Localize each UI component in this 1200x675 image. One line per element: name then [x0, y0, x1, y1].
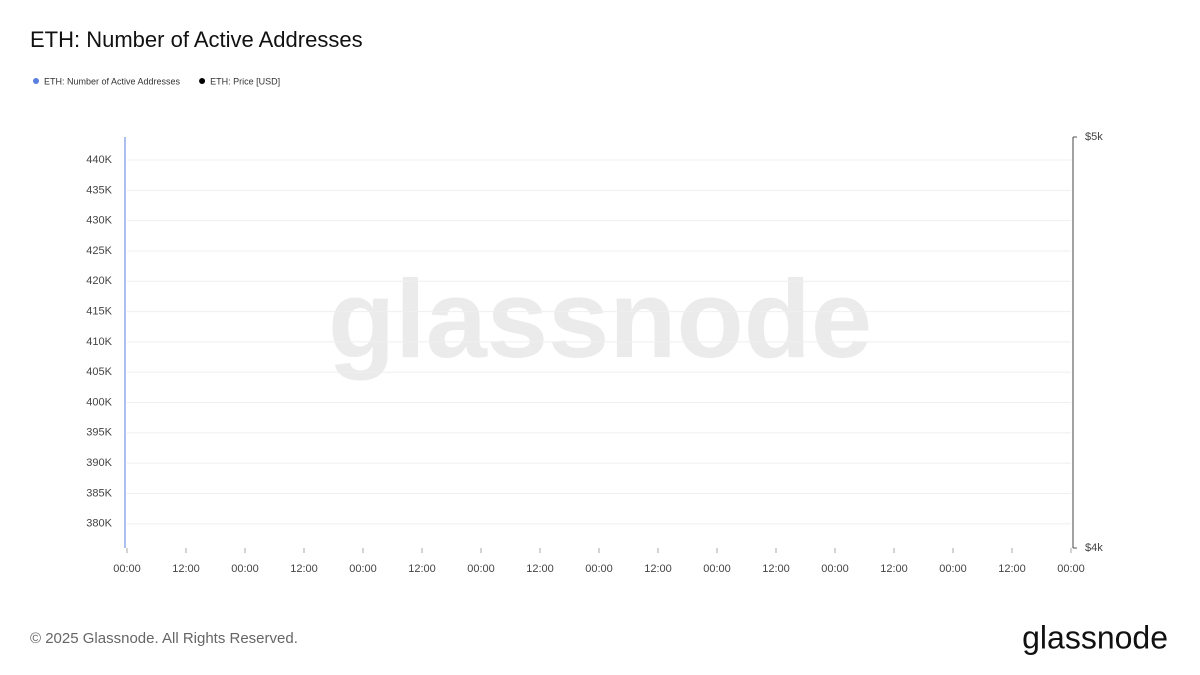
x-tick-label: 12:00 [290, 563, 318, 575]
x-tick-label: 12:00 [998, 563, 1026, 575]
y2-tick-label: $5k [1085, 131, 1103, 143]
x-tick-label: 12:00 [880, 563, 908, 575]
watermark: glassnode [328, 258, 872, 381]
x-tick-label: 00:00 [585, 563, 613, 575]
brand-logo: glassnode [1022, 619, 1168, 655]
y-tick-label: 390K [86, 457, 112, 469]
x-tick-label: 00:00 [467, 563, 495, 575]
y-tick-label: 420K [86, 275, 112, 287]
y2-tick-label: $4k [1085, 542, 1103, 554]
y-tick-label: 405K [86, 366, 112, 378]
y-tick-label: 425K [86, 245, 112, 257]
legend-swatch [199, 78, 206, 84]
x-tick-label: 00:00 [939, 563, 967, 575]
copyright: © 2025 Glassnode. All Rights Reserved. [30, 630, 298, 647]
y-tick-label: 410K [86, 336, 112, 348]
x-tick-label: 12:00 [762, 563, 790, 575]
x-tick-label: 12:00 [408, 563, 436, 575]
legend-swatch [33, 78, 39, 84]
y-tick-label: 395K [86, 427, 112, 439]
y-tick-label: 385K [86, 487, 112, 499]
y-tick-label: 400K [86, 396, 112, 408]
x-tick-label: 00:00 [231, 563, 259, 575]
y-tick-label: 415K [86, 305, 112, 317]
x-tick-label: 12:00 [526, 563, 554, 575]
legend-label: ETH: Number of Active Addresses [44, 76, 181, 86]
x-tick-label: 00:00 [349, 563, 377, 575]
y-tick-label: 430K [86, 215, 112, 227]
x-tick-label: 00:00 [113, 563, 141, 575]
x-tick-label: 12:00 [644, 563, 672, 575]
x-tick-label: 00:00 [1057, 563, 1085, 575]
legend-label: ETH: Price [USD] [210, 76, 280, 86]
x-tick-label: 00:00 [821, 563, 849, 575]
x-tick-label: 12:00 [172, 563, 200, 575]
x-tick-label: 00:00 [703, 563, 731, 575]
y-tick-label: 380K [86, 518, 112, 530]
y-tick-label: 435K [86, 184, 112, 196]
y-tick-label: 440K [86, 154, 112, 166]
chart-title: ETH: Number of Active Addresses [30, 27, 363, 52]
